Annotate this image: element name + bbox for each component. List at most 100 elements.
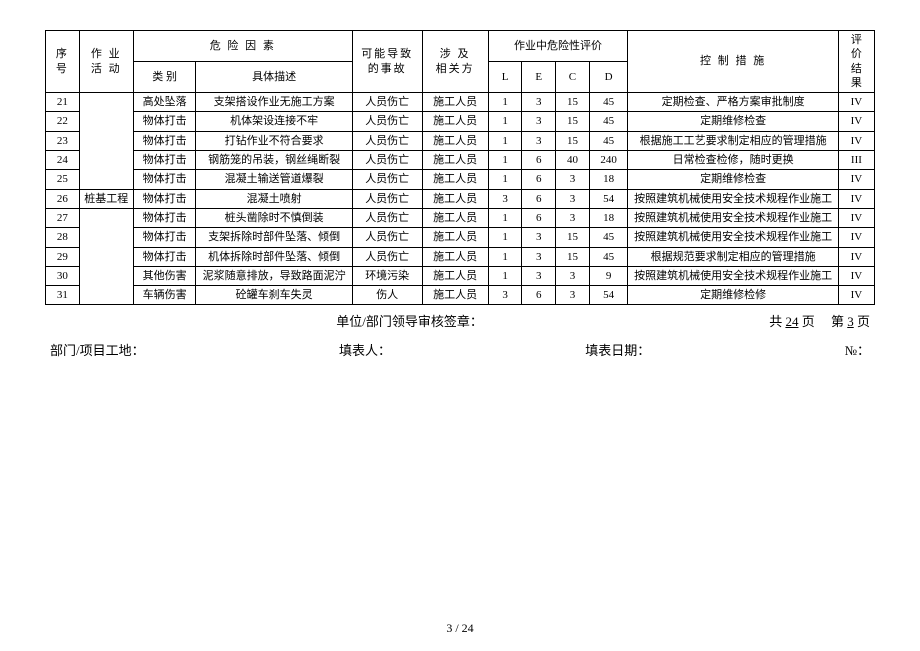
th-C: C bbox=[556, 62, 590, 93]
cell-ctrl: 定期维修检修 bbox=[628, 286, 839, 305]
th-controls: 控 制 措 施 bbox=[628, 31, 839, 93]
cell-L: 3 bbox=[488, 286, 522, 305]
table-row: 24物体打击钢筋笼的吊装，钢丝绳断裂人员伤亡施工人员1640240日常检查检修，… bbox=[46, 151, 875, 170]
cell-ctrl: 日常检查检修，随时更换 bbox=[628, 151, 839, 170]
cell-cat: 物体打击 bbox=[133, 208, 196, 227]
filler-label: 填表人： bbox=[339, 340, 391, 359]
cell-activity bbox=[79, 131, 133, 150]
cell-ctrl: 根据施工工艺要求制定相应的管理措施 bbox=[628, 131, 839, 150]
cell-acc: 人员伤亡 bbox=[352, 151, 422, 170]
cell-activity bbox=[79, 112, 133, 131]
cell-seq: 26 bbox=[46, 189, 80, 208]
cell-E: 3 bbox=[522, 112, 556, 131]
th-related: 涉 及 相关方 bbox=[422, 31, 488, 93]
th-D: D bbox=[589, 62, 628, 93]
cell-activity bbox=[79, 170, 133, 189]
cell-rel: 施工人员 bbox=[422, 189, 488, 208]
cell-rel: 施工人员 bbox=[422, 286, 488, 305]
cell-rel: 施工人员 bbox=[422, 131, 488, 150]
footer-row-1: 单位/部门领导审核签章： 共 24 页 第 3 页 bbox=[45, 311, 875, 330]
cell-acc: 伤人 bbox=[352, 286, 422, 305]
no-label: №： bbox=[845, 340, 870, 359]
table-row: 21高处坠落支架搭设作业无施工方案人员伤亡施工人员131545定期检查、严格方案… bbox=[46, 93, 875, 112]
cell-D: 9 bbox=[589, 266, 628, 285]
cell-C: 3 bbox=[556, 189, 590, 208]
cell-cat: 其他伤害 bbox=[133, 266, 196, 285]
cell-L: 1 bbox=[488, 151, 522, 170]
th-L: L bbox=[488, 62, 522, 93]
cell-cat: 车辆伤害 bbox=[133, 286, 196, 305]
cell-cat: 物体打击 bbox=[133, 131, 196, 150]
cell-E: 3 bbox=[522, 266, 556, 285]
cell-acc: 人员伤亡 bbox=[352, 112, 422, 131]
cell-activity bbox=[79, 266, 133, 285]
table-row: 26桩基工程物体打击混凝土喷射人员伤亡施工人员36354按照建筑机械使用安全技术… bbox=[46, 189, 875, 208]
cell-ctrl: 按照建筑机械使用安全技术规程作业施工 bbox=[628, 228, 839, 247]
cell-res: IV bbox=[838, 131, 874, 150]
cell-seq: 27 bbox=[46, 208, 80, 227]
cell-desc: 机体拆除时部件坠落、倾倒 bbox=[196, 247, 352, 266]
cell-E: 6 bbox=[522, 286, 556, 305]
cell-L: 1 bbox=[488, 93, 522, 112]
th-result: 评 价 结 果 bbox=[838, 31, 874, 93]
table-row: 25物体打击混凝土输送管道爆裂人员伤亡施工人员16318定期维修检查IV bbox=[46, 170, 875, 189]
cell-desc: 泥浆随意排放，导致路面泥泞 bbox=[196, 266, 352, 285]
cell-desc: 砼罐车刹车失灵 bbox=[196, 286, 352, 305]
cell-C: 15 bbox=[556, 93, 590, 112]
cell-acc: 人员伤亡 bbox=[352, 189, 422, 208]
cell-D: 240 bbox=[589, 151, 628, 170]
cell-desc: 混凝土喷射 bbox=[196, 189, 352, 208]
cell-ctrl: 定期维修检查 bbox=[628, 170, 839, 189]
cell-ctrl: 按照建筑机械使用安全技术规程作业施工 bbox=[628, 189, 839, 208]
cell-cat: 高处坠落 bbox=[133, 93, 196, 112]
cell-C: 15 bbox=[556, 131, 590, 150]
cell-ctrl: 定期维修检查 bbox=[628, 112, 839, 131]
table-row: 27物体打击桩头凿除时不慎倒装人员伤亡施工人员16318按照建筑机械使用安全技术… bbox=[46, 208, 875, 227]
cell-activity bbox=[79, 151, 133, 170]
cell-res: IV bbox=[838, 286, 874, 305]
cell-acc: 人员伤亡 bbox=[352, 131, 422, 150]
table-row: 22物体打击机体架设连接不牢人员伤亡施工人员131545定期维修检查IV bbox=[46, 112, 875, 131]
cell-activity bbox=[79, 286, 133, 305]
cell-C: 3 bbox=[556, 286, 590, 305]
cell-desc: 支架拆除时部件坠落、倾倒 bbox=[196, 228, 352, 247]
cell-seq: 31 bbox=[46, 286, 80, 305]
cell-D: 18 bbox=[589, 208, 628, 227]
th-risk-eval: 作业中危险性评价 bbox=[488, 31, 628, 62]
page-number: 3 / 24 bbox=[0, 621, 920, 636]
cell-rel: 施工人员 bbox=[422, 266, 488, 285]
cell-acc: 人员伤亡 bbox=[352, 208, 422, 227]
cell-seq: 22 bbox=[46, 112, 80, 131]
page-info: 共 24 页 第 3 页 bbox=[769, 311, 870, 330]
cell-res: IV bbox=[838, 247, 874, 266]
th-category: 类 别 bbox=[133, 62, 196, 93]
date-label: 填表日期： bbox=[585, 340, 650, 359]
cell-seq: 28 bbox=[46, 228, 80, 247]
cell-acc: 人员伤亡 bbox=[352, 228, 422, 247]
cell-E: 6 bbox=[522, 189, 556, 208]
cell-ctrl: 根据规范要求制定相应的管理措施 bbox=[628, 247, 839, 266]
cell-activity: 桩基工程 bbox=[79, 189, 133, 208]
cell-L: 1 bbox=[488, 228, 522, 247]
cell-D: 54 bbox=[589, 286, 628, 305]
cell-C: 40 bbox=[556, 151, 590, 170]
cell-rel: 施工人员 bbox=[422, 247, 488, 266]
cell-desc: 机体架设连接不牢 bbox=[196, 112, 352, 131]
cell-E: 6 bbox=[522, 151, 556, 170]
cell-seq: 30 bbox=[46, 266, 80, 285]
cell-ctrl: 按照建筑机械使用安全技术规程作业施工 bbox=[628, 208, 839, 227]
cell-C: 3 bbox=[556, 266, 590, 285]
dept-label: 部门/项目工地： bbox=[50, 340, 145, 359]
th-activity: 作 业 活 动 bbox=[79, 31, 133, 93]
cell-res: IV bbox=[838, 93, 874, 112]
th-description: 具体描述 bbox=[196, 62, 352, 93]
cell-rel: 施工人员 bbox=[422, 112, 488, 131]
cell-res: IV bbox=[838, 170, 874, 189]
th-E: E bbox=[522, 62, 556, 93]
cell-seq: 29 bbox=[46, 247, 80, 266]
cell-C: 15 bbox=[556, 247, 590, 266]
cell-desc: 钢筋笼的吊装，钢丝绳断裂 bbox=[196, 151, 352, 170]
cell-seq: 21 bbox=[46, 93, 80, 112]
cell-L: 1 bbox=[488, 112, 522, 131]
cell-res: IV bbox=[838, 189, 874, 208]
